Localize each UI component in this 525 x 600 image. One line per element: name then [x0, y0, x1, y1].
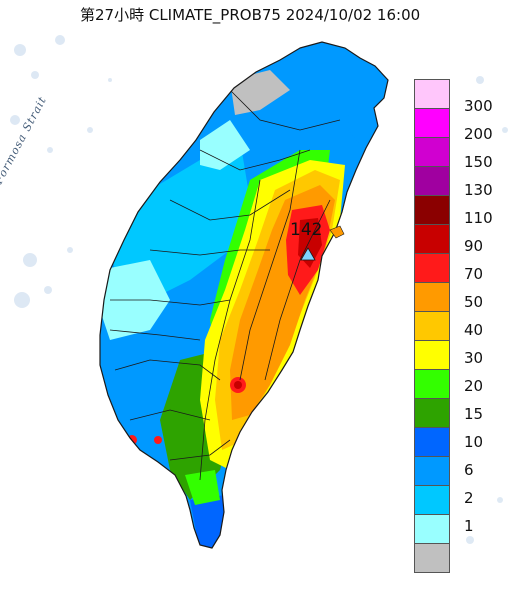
color-legend: 300 200 150 130 110 90 70 50 40 30 20 15 10 6 2 1	[414, 79, 493, 573]
legend-label: 1	[464, 517, 474, 535]
legend-swatch	[414, 224, 450, 253]
legend-label: 2	[464, 489, 474, 507]
legend-swatch	[414, 427, 450, 456]
legend-swatch	[414, 166, 450, 195]
legend-label: 70	[464, 265, 484, 283]
max-value-label: 142	[290, 220, 323, 240]
legend-swatch	[414, 398, 450, 427]
legend-swatch	[414, 195, 450, 224]
offshore-island	[329, 225, 345, 239]
legend-label: 6	[464, 461, 474, 479]
legend-label: 20	[464, 377, 484, 395]
legend-label: 10	[464, 433, 484, 451]
legend-label: 90	[464, 237, 484, 255]
legend-swatch	[414, 137, 450, 166]
legend-label: 200	[464, 125, 493, 143]
legend-label: 130	[464, 181, 493, 199]
legend-label: 40	[464, 321, 484, 339]
sea-texture	[10, 35, 508, 544]
map-title: 第27小時 CLIMATE_PROB75 2024/10/02 16:00	[80, 6, 421, 24]
legend-swatch	[414, 311, 450, 340]
legend-label: 15	[464, 405, 484, 423]
legend-swatch	[414, 514, 450, 543]
legend-swatch	[414, 340, 450, 369]
legend-swatch	[414, 253, 450, 282]
legend-label: 150	[464, 153, 493, 171]
legend-swatch	[414, 369, 450, 398]
legend-swatch	[414, 282, 450, 311]
legend-swatch	[414, 79, 450, 108]
legend-label: 50	[464, 293, 484, 311]
legend-label: 110	[464, 209, 493, 227]
legend-swatch	[414, 456, 450, 485]
triangle-icon	[300, 247, 316, 261]
legend-label: 30	[464, 349, 484, 367]
legend-swatch	[414, 543, 450, 573]
county-boundaries	[109, 89, 341, 481]
legend-swatch	[414, 108, 450, 137]
legend-swatch	[414, 485, 450, 514]
legend-label: 300	[464, 97, 493, 115]
